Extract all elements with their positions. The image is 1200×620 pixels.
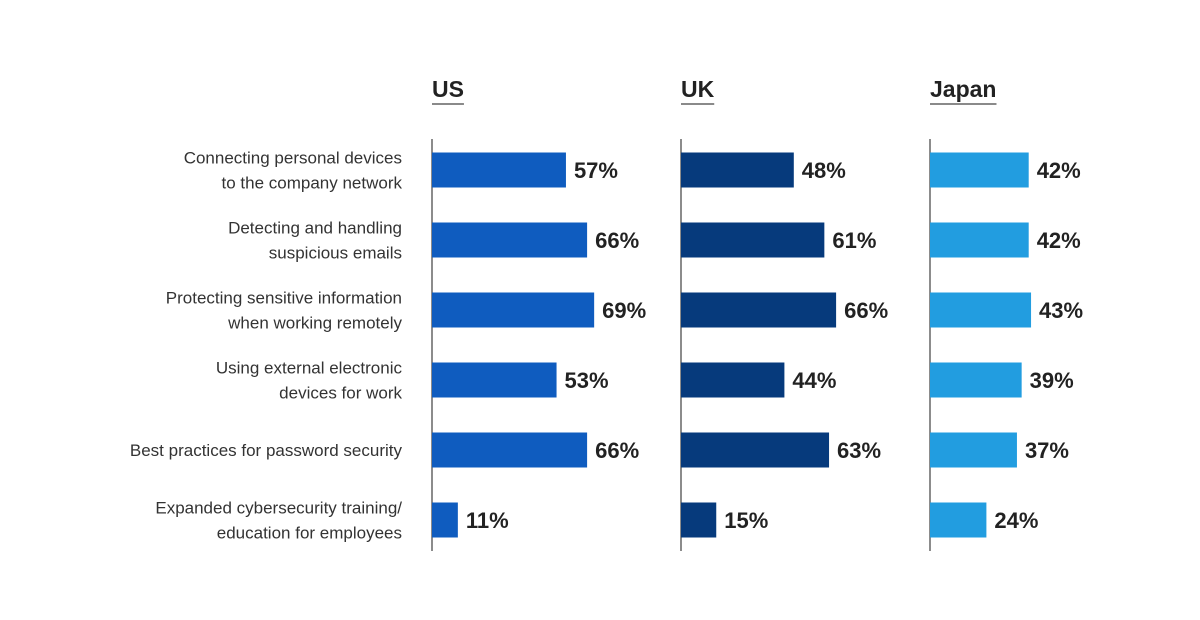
category-label: Using external electronic devices for wor… xyxy=(216,359,403,403)
category-label: Best practices for password security xyxy=(130,441,403,460)
bar xyxy=(930,362,1022,398)
panel-japan: Japan 42% 42% 43% 39% 37% 24% xyxy=(929,76,1083,551)
bar xyxy=(930,152,1029,188)
value-label: 66% xyxy=(844,298,888,323)
panel-title: US xyxy=(432,76,464,102)
value-label: 53% xyxy=(565,368,609,393)
chart-panels: US 57% 66% 69% 53% 66% 11% UK 48% 61% 66% 44% 63% 15%… xyxy=(431,76,1083,551)
panel-uk: UK 48% 61% 66% 44% 63% 15% xyxy=(680,76,888,551)
value-label: 66% xyxy=(595,438,639,463)
category-label: Detecting and handling suspicious emails xyxy=(228,219,402,263)
value-label: 42% xyxy=(1037,158,1081,183)
bar xyxy=(930,432,1017,468)
value-label: 15% xyxy=(724,508,768,533)
bar xyxy=(930,292,1032,328)
value-label: 11% xyxy=(466,508,509,533)
category-label: Protecting sensitive information when wor… xyxy=(166,289,403,333)
value-label: 66% xyxy=(595,228,639,253)
bar xyxy=(432,152,566,188)
bar xyxy=(930,502,987,538)
bar xyxy=(681,362,785,398)
panel-title: Japan xyxy=(930,76,996,102)
bar xyxy=(681,222,825,258)
bar xyxy=(432,292,595,328)
bar xyxy=(432,222,588,258)
value-label: 61% xyxy=(832,228,876,253)
bar xyxy=(681,152,794,188)
category-label: Expanded cybersecurity training/educatio… xyxy=(155,499,402,543)
bar xyxy=(681,502,717,538)
bar xyxy=(432,362,557,398)
panel-title: UK xyxy=(681,76,715,102)
value-label: 43% xyxy=(1039,298,1083,323)
panel-us: US 57% 66% 69% 53% 66% 11% xyxy=(431,76,646,551)
value-label: 48% xyxy=(802,158,846,183)
value-label: 24% xyxy=(994,508,1038,533)
bar xyxy=(432,502,458,538)
value-label: 39% xyxy=(1030,368,1074,393)
bar xyxy=(432,432,588,468)
value-label: 37% xyxy=(1025,438,1069,463)
value-label: 57% xyxy=(574,158,618,183)
value-label: 44% xyxy=(792,368,836,393)
category-labels: Connecting personal devices to the compan… xyxy=(130,149,403,543)
bar xyxy=(930,222,1029,258)
bar xyxy=(681,292,837,328)
value-label: 69% xyxy=(602,298,646,323)
value-label: 63% xyxy=(837,438,881,463)
value-label: 42% xyxy=(1037,228,1081,253)
bar xyxy=(681,432,830,468)
category-label: Connecting personal devices to the compan… xyxy=(184,149,403,193)
